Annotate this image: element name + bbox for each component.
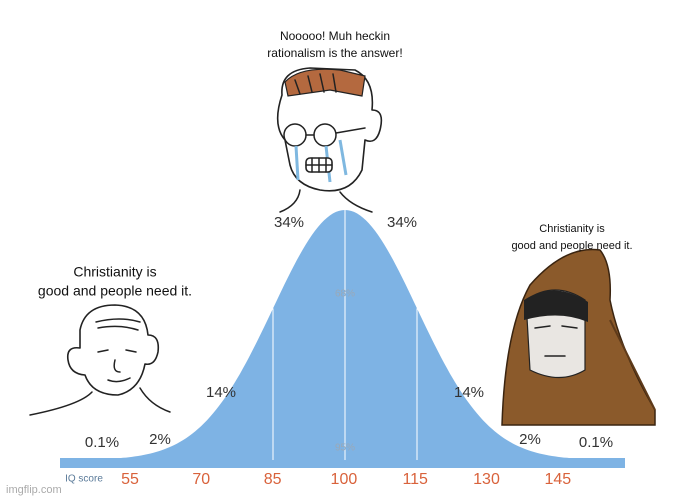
caption-line: good and people need it. bbox=[511, 240, 632, 252]
percent-label: 2% bbox=[519, 431, 541, 448]
inner-label: 95% bbox=[335, 443, 355, 454]
axis-band bbox=[60, 458, 625, 468]
percent-label: 34% bbox=[387, 214, 417, 231]
tick-label: 85 bbox=[264, 471, 282, 488]
tick-label: 115 bbox=[402, 471, 428, 488]
caption-line: rationalism is the answer! bbox=[267, 46, 402, 60]
tick-label: 55 bbox=[121, 471, 139, 488]
watermark: imgflip.com bbox=[6, 484, 62, 496]
percent-label: 0.1% bbox=[85, 434, 119, 451]
percent-label: 0.1% bbox=[579, 434, 613, 451]
percent-label: 14% bbox=[454, 384, 484, 401]
percent-label: 14% bbox=[206, 384, 236, 401]
curve-area bbox=[60, 210, 625, 460]
bell-curve bbox=[60, 210, 625, 468]
axis-label: IQ score bbox=[65, 474, 103, 485]
tick-label: 100 bbox=[331, 471, 358, 488]
inner-label: 68% bbox=[335, 289, 355, 300]
tick-label: 70 bbox=[192, 471, 210, 488]
wojak-character bbox=[29, 304, 171, 416]
caption-line: Nooooo! Muh heckin bbox=[280, 29, 390, 43]
caption-line: Christianity is bbox=[73, 264, 156, 280]
caption-line: good and people need it. bbox=[38, 283, 192, 299]
monk-character bbox=[501, 248, 656, 426]
percent-label: 2% bbox=[149, 431, 171, 448]
caption-line: Christianity is bbox=[539, 223, 605, 235]
tick-label: 145 bbox=[544, 471, 571, 488]
percent-label: 34% bbox=[274, 214, 304, 231]
nerd-character bbox=[276, 67, 383, 213]
tick-label: 130 bbox=[473, 471, 500, 488]
